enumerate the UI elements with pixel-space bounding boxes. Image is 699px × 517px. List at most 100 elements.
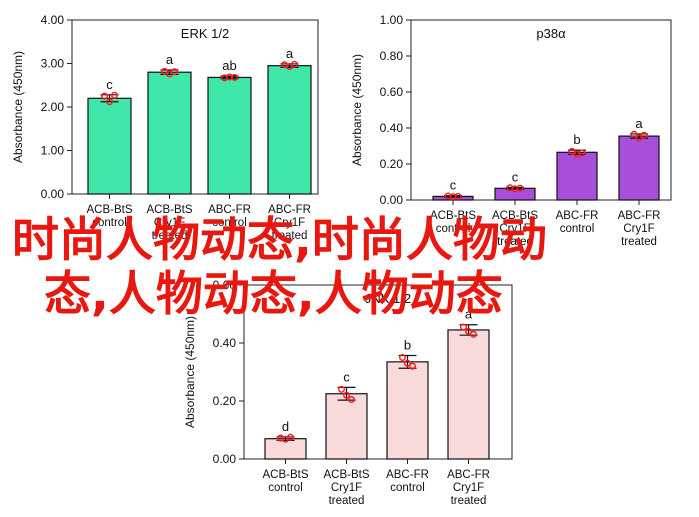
bar — [447, 329, 490, 460]
data-point — [404, 359, 412, 367]
bar — [556, 151, 598, 201]
y-tick-label: 0.20 — [213, 394, 237, 408]
y-tick-label: 0.20 — [380, 157, 404, 171]
significance-label: a — [286, 46, 294, 61]
x-tick-label: treated — [329, 495, 365, 507]
x-tick-label: ABC-FR — [386, 469, 429, 481]
x-tick-label: ACB-BtS — [323, 469, 369, 481]
x-tick-label: treated — [152, 230, 188, 242]
data-point — [454, 192, 462, 200]
x-tick-label: control — [92, 217, 127, 229]
y-tick-label: 0.40 — [380, 121, 404, 135]
data-point — [578, 149, 586, 157]
data-point — [470, 330, 478, 338]
x-tick-label: Cry1F — [453, 482, 484, 494]
significance-label: a — [465, 307, 473, 322]
bar — [494, 187, 536, 201]
x-tick-label: Cry1F — [499, 223, 530, 235]
x-tick-label: ABC-FR — [447, 469, 490, 481]
data-point — [100, 92, 108, 100]
y-tick-label: 0.00 — [213, 452, 237, 466]
significance-label: d — [282, 419, 289, 434]
bar — [87, 97, 132, 195]
bar — [267, 65, 312, 195]
data-point — [460, 323, 468, 331]
data-point — [465, 327, 473, 335]
x-tick-label: treated — [621, 236, 657, 248]
data-point — [287, 433, 295, 441]
y-tick-label: 0.80 — [380, 49, 404, 63]
y-tick-label: 2.00 — [41, 100, 65, 114]
y-tick-label: 4.00 — [41, 13, 65, 27]
y-axis-label: Absorbance (450nm) — [183, 316, 197, 428]
data-point — [105, 98, 113, 106]
significance-label: a — [166, 52, 174, 67]
x-tick-label: control — [390, 482, 425, 494]
significance-label: ab — [222, 58, 236, 73]
data-point — [409, 362, 417, 370]
x-tick-label: treated — [497, 236, 533, 248]
bar — [386, 361, 429, 460]
x-tick-label: Cry1F — [623, 223, 654, 235]
x-tick-label: ABC-FR — [208, 204, 251, 216]
x-tick-label: Cry1F — [331, 482, 362, 494]
y-tick-label: 0.60 — [213, 278, 237, 292]
chart-panel-2: 0.00 0.20 0.40 0.60 0.80 1.00 Absorbance (450n… — [350, 13, 672, 248]
x-tick-label: ACB-BtS — [146, 204, 192, 216]
chart-panel-3: 0.00 0.20 0.40 0.60 Absorbance (450nm) JNK 1/… — [183, 278, 513, 507]
chart-title: JNK 1/2 — [365, 291, 411, 306]
data-point — [338, 385, 346, 393]
x-tick-label: ACB-BtS — [86, 204, 132, 216]
significance-label: b — [573, 132, 580, 147]
data-point — [230, 73, 238, 81]
x-tick-label: ABC-FR — [268, 204, 311, 216]
y-tick-label: 0.00 — [41, 187, 65, 201]
x-tick-label: control — [212, 217, 247, 229]
x-tick-label: Cry1F — [274, 217, 305, 229]
x-tick-label: control — [436, 223, 471, 235]
data-point — [291, 60, 299, 68]
x-tick-label: treated — [272, 230, 308, 242]
plot-frame — [410, 19, 672, 201]
significance-label: b — [404, 337, 411, 352]
significance-label: c — [450, 178, 457, 193]
significance-label: c — [106, 77, 113, 92]
data-point — [170, 68, 178, 76]
chart-title: p38α — [536, 26, 566, 41]
significance-label: c — [343, 369, 350, 384]
chart-panel-1: 0.00 1.00 2.00 3.00 4.00 Absorbance (450nm) ER… — [11, 13, 319, 242]
y-tick-label: 0.00 — [380, 193, 404, 207]
data-point — [110, 91, 118, 99]
data-point — [630, 130, 638, 138]
x-tick-label: ACB-BtS — [262, 469, 308, 481]
significance-label: c — [512, 169, 519, 184]
y-tick-label: 1.00 — [380, 13, 404, 27]
bar — [207, 76, 252, 195]
x-tick-label: treated — [451, 495, 487, 507]
x-tick-label: ABC-FR — [556, 210, 599, 222]
bar — [147, 71, 192, 195]
data-point — [343, 391, 351, 399]
chart-title: ERK 1/2 — [181, 26, 229, 41]
plot-frame — [243, 284, 513, 460]
x-tick-label: ABC-FR — [618, 210, 661, 222]
data-point — [348, 396, 356, 404]
data-point — [399, 354, 407, 362]
y-tick-label: 0.40 — [213, 336, 237, 350]
bar — [618, 135, 660, 201]
data-point — [640, 131, 648, 139]
y-axis-label: Absorbance (450nm) — [11, 51, 25, 163]
y-tick-label: 3.00 — [41, 57, 65, 71]
y-tick-label: 0.60 — [380, 85, 404, 99]
data-point — [516, 184, 524, 192]
y-axis-label: Absorbance (450nm) — [350, 54, 364, 166]
x-tick-label: control — [560, 223, 595, 235]
y-tick-label: 1.00 — [41, 144, 65, 158]
x-tick-label: control — [268, 482, 303, 494]
significance-label: a — [635, 116, 643, 131]
bar — [325, 393, 368, 460]
x-tick-label: Cry1F — [154, 217, 185, 229]
x-tick-label: ACB-BtS — [430, 210, 476, 222]
x-tick-label: ACB-BtS — [492, 210, 538, 222]
